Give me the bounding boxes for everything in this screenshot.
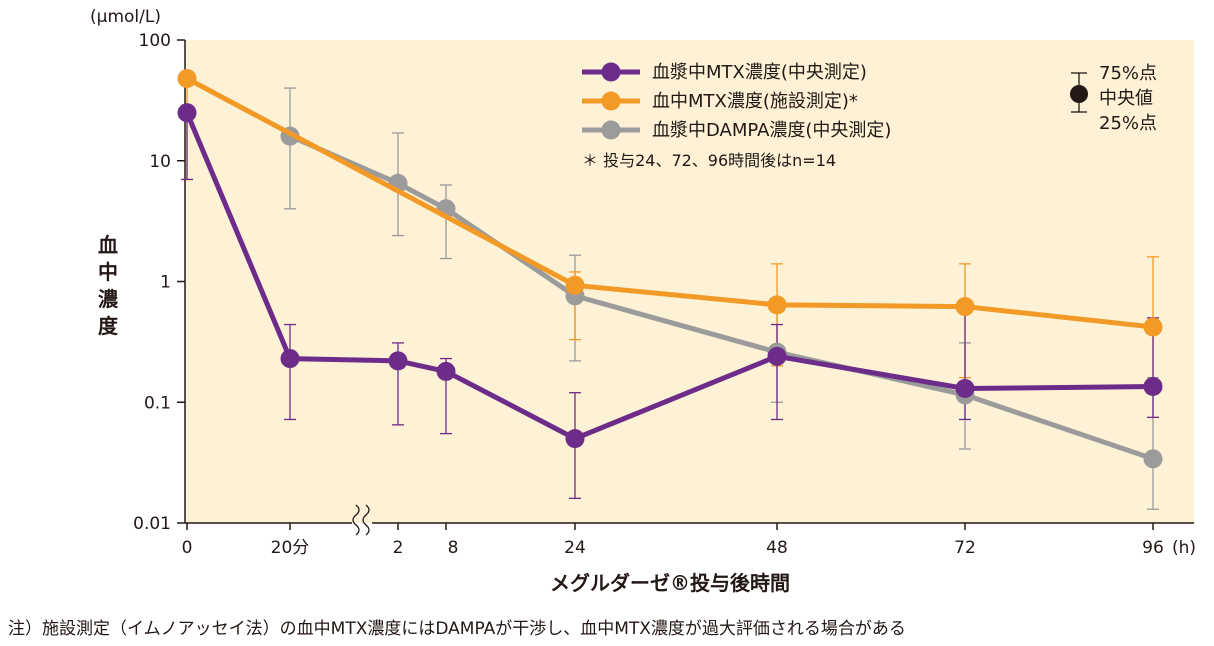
legend-note: ＊ 投与24、72、96時間後はn=14 <box>582 151 836 170</box>
legend-label: 血中MTX濃度(施設測定)* <box>652 91 858 112</box>
y-tick-label: 0.1 <box>144 393 171 413</box>
legend-label: 血漿中DAMPA濃度(中央測定) <box>652 120 891 141</box>
axis-break-mark <box>352 504 360 536</box>
data-point <box>955 297 975 317</box>
x-tick-label: 20分 <box>271 538 310 558</box>
legend-marker <box>601 91 621 111</box>
y-tick-label: 100 <box>139 31 171 51</box>
x-tick-label: 72 <box>954 538 976 558</box>
x-tick-label: 0 <box>182 538 193 558</box>
x-unit-label: (h) <box>1172 538 1196 558</box>
y-tick-label: 0.01 <box>133 514 171 534</box>
y-axis-title-char: 度 <box>98 314 119 338</box>
series-layer <box>177 68 1163 510</box>
x-tick-label: 96 <box>1142 538 1164 558</box>
y-unit-label: (μmol/L) <box>90 7 161 27</box>
y-axis-title-char: 血 <box>98 233 118 257</box>
data-point <box>177 103 197 123</box>
legend-marker <box>601 62 621 82</box>
footnote: 注）施設測定（イムノアッセイ法）の血中MTX濃度にはDAMPAが干渉し、血中MT… <box>8 619 906 639</box>
data-point <box>565 429 585 449</box>
y-tick-label: 10 <box>149 152 171 172</box>
y-tick-label: 1 <box>160 273 171 293</box>
data-point <box>177 68 197 88</box>
y-axis-title-char: 濃 <box>98 287 119 311</box>
y-axis-title-char: 中 <box>98 260 118 284</box>
x-axis-title: メグルダーゼ®投与後時間 <box>550 571 790 595</box>
data-point <box>1143 377 1163 397</box>
data-point <box>565 275 585 295</box>
errorbar-legend-label: 75%点 <box>1099 63 1157 84</box>
x-tick-label: 8 <box>448 538 459 558</box>
errorbar-legend-label: 25%点 <box>1099 113 1157 134</box>
legend-marker <box>601 120 621 140</box>
data-point <box>436 361 456 381</box>
data-point <box>280 349 300 369</box>
data-point <box>388 351 408 371</box>
x-tick-label: 24 <box>564 538 586 558</box>
x-tick-label: 2 <box>393 538 404 558</box>
x-tick-label: 48 <box>766 538 788 558</box>
data-point <box>767 346 787 366</box>
series-line-0 <box>184 111 1154 442</box>
axis-break-mark <box>362 504 370 536</box>
plot-area <box>185 40 1194 523</box>
legend-label: 血漿中MTX濃度(中央測定) <box>652 62 867 83</box>
errorbar-legend-label: 中央値 <box>1099 88 1153 109</box>
errorbar-legend-marker <box>1070 85 1088 103</box>
data-point <box>955 378 975 398</box>
data-point <box>1143 317 1163 337</box>
data-point <box>767 295 787 315</box>
data-point <box>1143 449 1163 469</box>
chart: 100 10 1 0.1 0.01 0 20分 2 8 24 48 72 96 血漿中MTX濃度(中央測… <box>90 7 1196 595</box>
axes: 100 10 1 0.1 0.01 0 20分 2 8 24 48 72 96 <box>133 31 1194 558</box>
legend: 血漿中MTX濃度(中央測定) 血中MTX濃度(施設測定)* 血漿中DAMPA濃度(中… <box>582 62 1157 141</box>
